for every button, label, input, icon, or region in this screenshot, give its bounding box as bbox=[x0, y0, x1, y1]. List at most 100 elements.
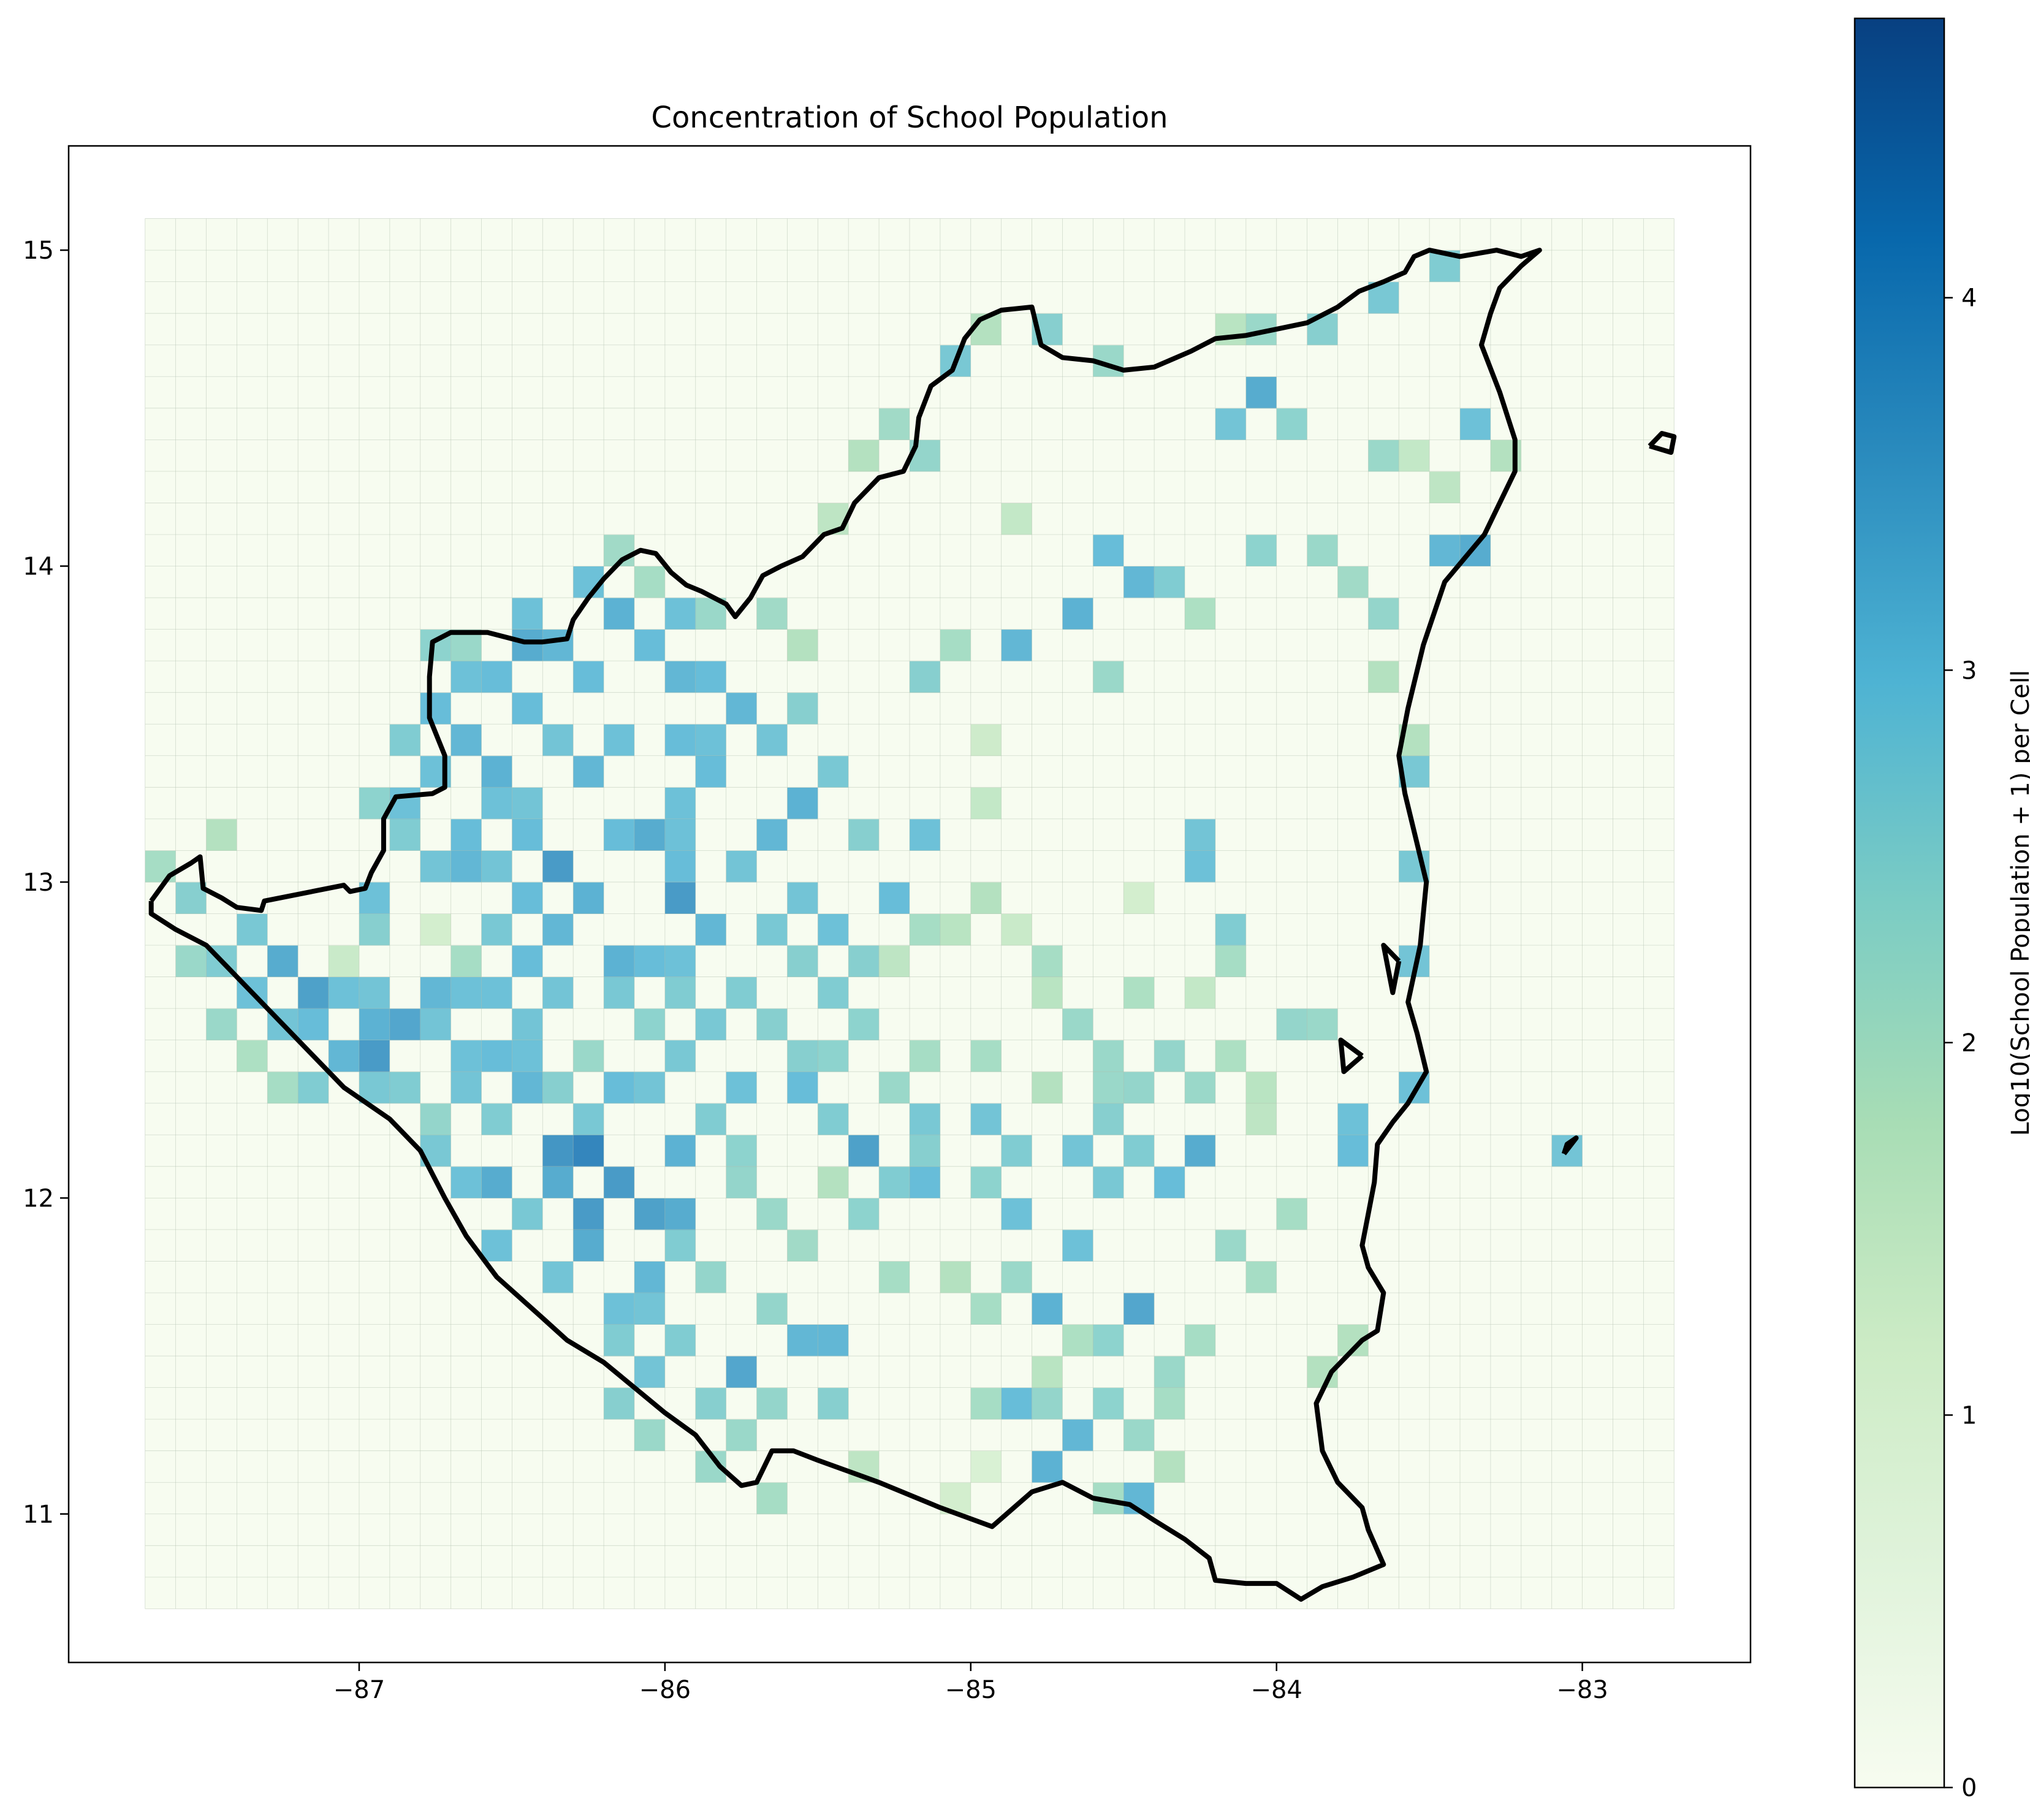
heatmap-cell bbox=[787, 1229, 818, 1262]
heatmap-cell bbox=[450, 1513, 482, 1546]
heatmap-cell bbox=[1582, 724, 1613, 756]
heatmap-cell bbox=[910, 1324, 941, 1357]
heatmap-cell bbox=[1551, 1072, 1583, 1104]
heatmap-cell bbox=[970, 1577, 1002, 1609]
heatmap-cell bbox=[1062, 534, 1093, 566]
heatmap-cell bbox=[726, 1261, 758, 1293]
heatmap-cell bbox=[420, 1324, 452, 1357]
heatmap-cell bbox=[695, 881, 727, 914]
heatmap-cell bbox=[1368, 1450, 1399, 1483]
heatmap-cell bbox=[450, 1545, 482, 1578]
heatmap-cell bbox=[1429, 534, 1461, 566]
heatmap-cell bbox=[1245, 345, 1277, 377]
heatmap-cell bbox=[1368, 1324, 1399, 1357]
heatmap-cell bbox=[542, 218, 574, 251]
heatmap-cell bbox=[604, 977, 635, 1009]
heatmap-cell bbox=[1399, 281, 1430, 314]
heatmap-cell bbox=[879, 1419, 910, 1452]
heatmap-cell bbox=[1062, 787, 1093, 820]
heatmap-cell bbox=[910, 629, 941, 661]
heatmap-cell bbox=[512, 1419, 543, 1452]
heatmap-cell bbox=[1613, 661, 1644, 693]
heatmap-cell bbox=[1368, 692, 1399, 725]
heatmap-cell bbox=[1093, 787, 1124, 820]
heatmap-cell bbox=[359, 345, 390, 377]
heatmap-cell bbox=[1551, 503, 1583, 535]
heatmap-cell bbox=[1276, 408, 1308, 440]
heatmap-cell bbox=[940, 440, 971, 472]
heatmap-cell bbox=[1062, 1166, 1093, 1198]
heatmap-cell bbox=[1032, 1513, 1063, 1546]
heatmap-cell bbox=[664, 818, 696, 851]
heatmap-cell bbox=[206, 850, 237, 883]
heatmap-cell bbox=[1582, 1482, 1613, 1515]
heatmap-cell bbox=[1582, 1072, 1613, 1104]
heatmap-cell bbox=[818, 661, 849, 693]
heatmap-cell bbox=[512, 598, 543, 630]
heatmap-cell bbox=[1429, 1419, 1461, 1452]
heatmap-cell bbox=[298, 1198, 329, 1230]
heatmap-cell bbox=[512, 1072, 543, 1104]
heatmap-cell bbox=[848, 945, 880, 978]
heatmap-cell bbox=[481, 881, 512, 914]
heatmap-cell bbox=[1185, 218, 1216, 251]
heatmap-cell bbox=[1429, 1040, 1461, 1072]
heatmap-cell bbox=[1490, 566, 1522, 598]
heatmap-cell bbox=[756, 1261, 788, 1293]
heatmap-cell bbox=[634, 850, 666, 883]
heatmap-cell bbox=[267, 218, 298, 251]
heatmap-cell bbox=[206, 1103, 237, 1135]
heatmap-cell bbox=[145, 1513, 177, 1546]
heatmap-cell bbox=[970, 1292, 1002, 1325]
heatmap-cell bbox=[664, 945, 696, 978]
heatmap-cell bbox=[389, 1387, 421, 1420]
heatmap-cell bbox=[359, 440, 390, 472]
heatmap-cell bbox=[450, 1292, 482, 1325]
heatmap-cell bbox=[1032, 503, 1063, 535]
heatmap-cell bbox=[512, 566, 543, 598]
heatmap-cell bbox=[389, 945, 421, 978]
heatmap-cell bbox=[420, 1482, 452, 1515]
heatmap-cell bbox=[1245, 1166, 1277, 1198]
heatmap-cell bbox=[542, 1450, 574, 1483]
heatmap-cell bbox=[1154, 724, 1185, 756]
heatmap-cell bbox=[1032, 1261, 1063, 1293]
heatmap-cell bbox=[756, 1040, 788, 1072]
heatmap-cell bbox=[756, 408, 788, 440]
heatmap-cell bbox=[237, 818, 268, 851]
heatmap-cell bbox=[1093, 1229, 1124, 1262]
y-tick-label: 14 bbox=[23, 553, 54, 581]
heatmap-cell bbox=[1307, 818, 1338, 851]
heatmap-cell bbox=[175, 1419, 207, 1452]
heatmap-cell bbox=[756, 1577, 788, 1609]
heatmap-cell bbox=[1582, 376, 1613, 409]
heatmap-cell bbox=[573, 1135, 604, 1167]
heatmap-cell bbox=[1399, 471, 1430, 503]
heatmap-cell bbox=[359, 1513, 390, 1546]
heatmap-cell bbox=[1123, 250, 1155, 283]
heatmap-cell bbox=[175, 534, 207, 566]
heatmap-cell bbox=[1123, 692, 1155, 725]
heatmap-cell bbox=[1337, 598, 1369, 630]
heatmap-cell bbox=[910, 345, 941, 377]
heatmap-cell bbox=[1643, 1103, 1675, 1135]
heatmap-cell bbox=[359, 1292, 390, 1325]
heatmap-cell bbox=[175, 1072, 207, 1104]
heatmap-cell bbox=[1276, 503, 1308, 535]
heatmap-cell bbox=[1613, 1324, 1644, 1357]
heatmap-cell bbox=[1245, 1324, 1277, 1357]
heatmap-cell bbox=[1582, 471, 1613, 503]
heatmap-cell bbox=[695, 818, 727, 851]
heatmap-cell bbox=[1307, 881, 1338, 914]
heatmap-cell bbox=[1032, 881, 1063, 914]
heatmap-cell bbox=[206, 281, 237, 314]
heatmap-cell bbox=[726, 440, 758, 472]
heatmap-cell bbox=[237, 534, 268, 566]
heatmap-cell bbox=[1185, 440, 1216, 472]
heatmap-cell bbox=[848, 313, 880, 346]
heatmap-cell bbox=[145, 598, 177, 630]
heatmap-cell bbox=[329, 818, 360, 851]
heatmap-cell bbox=[1460, 1040, 1491, 1072]
heatmap-cell bbox=[1582, 1356, 1613, 1388]
heatmap-cell bbox=[1215, 345, 1247, 377]
